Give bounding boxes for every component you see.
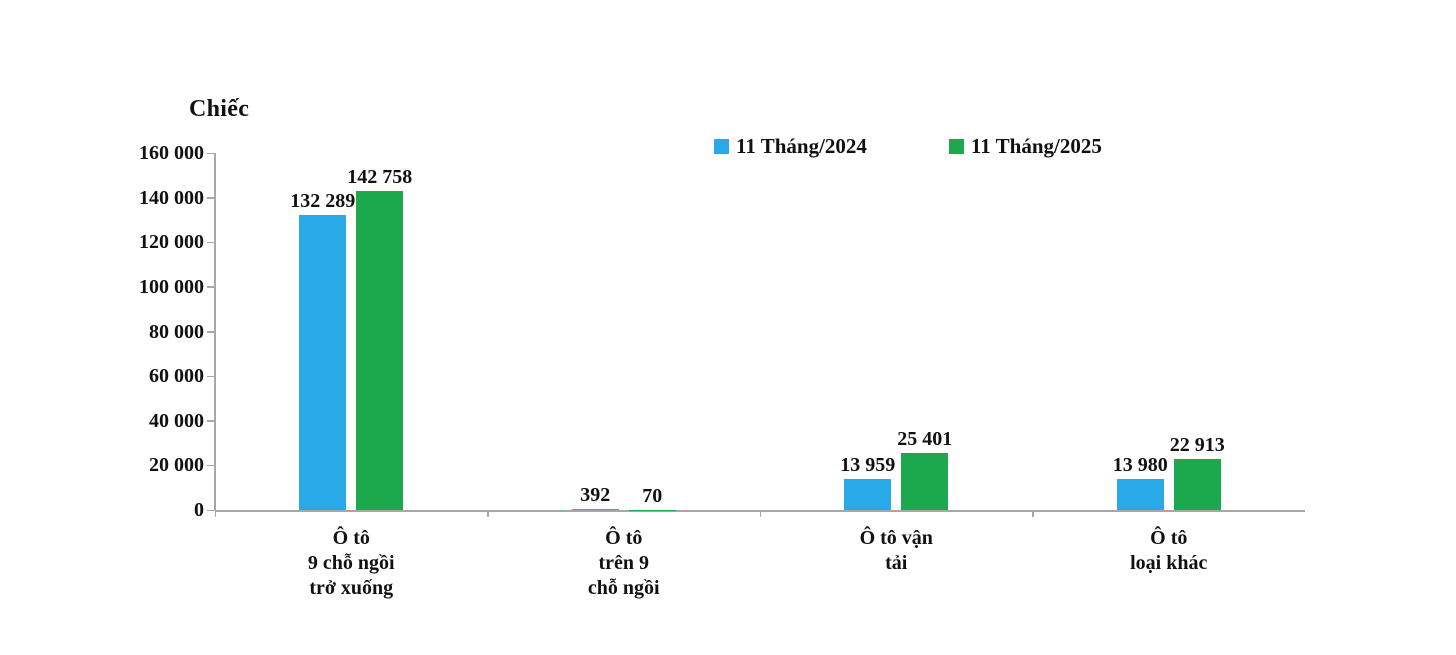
- y-axis-tick: [207, 241, 215, 244]
- y-axis-tick: [207, 152, 215, 154]
- y-axis-tick: [207, 464, 215, 467]
- bar-value-label: 142 758: [347, 166, 413, 189]
- category-label: Ô tô vận tải: [859, 527, 933, 574]
- bar-value-label: 13 980: [1112, 453, 1168, 476]
- bar-value-label: 22 913: [1169, 433, 1225, 456]
- category-label: Ô tô 9 chỗ ngồi trở xuống: [307, 527, 395, 599]
- y-axis-tick-label: 60 000: [149, 365, 204, 388]
- bar-2025-group4: [1173, 458, 1221, 510]
- y-axis-tick-label: 120 000: [139, 231, 204, 254]
- y-axis-tick: [207, 375, 215, 378]
- category-label: Ô tô trên 9 chỗ ngồi: [587, 527, 660, 599]
- y-axis-tick: [207, 286, 215, 288]
- bar-2024-group2: [571, 509, 619, 510]
- y-axis-tick-label: 20 000: [149, 454, 204, 477]
- bar-2024-group1: [299, 214, 347, 510]
- y-axis-tick: [207, 197, 215, 199]
- y-axis-tick-label: 100 000: [139, 275, 204, 298]
- y-axis-tick-label: 80 000: [149, 320, 204, 343]
- y-axis-unit-label: Chiếc: [189, 96, 250, 122]
- x-axis-tick: [487, 510, 489, 517]
- legend: 11 Tháng/2024 11 Tháng/2025: [714, 136, 1102, 157]
- bar-value-label: 392: [580, 484, 611, 507]
- bar-value-label: 70: [642, 484, 663, 507]
- bar-value-label: 132 289: [290, 189, 356, 212]
- x-axis-tick: [1032, 510, 1034, 517]
- y-axis-tick: [207, 509, 215, 511]
- legend-label-2025: 11 Tháng/2025: [970, 134, 1102, 158]
- y-axis-tick-label: 0: [194, 499, 204, 521]
- bar-2024-group3: [844, 478, 892, 510]
- bar-value-label: 13 959: [840, 453, 896, 476]
- y-axis-tick: [207, 331, 215, 333]
- bar-value-label: 25 401: [897, 428, 953, 451]
- legend-swatch-2024: [714, 139, 729, 154]
- y-axis-tick-label: 160 000: [139, 142, 204, 164]
- bar-2025-group1: [356, 191, 404, 510]
- y-axis-tick-label: 140 000: [139, 186, 204, 209]
- y-axis-tick: [207, 420, 215, 422]
- bar-2025-group3: [901, 453, 949, 510]
- legend-item-2024: 11 Tháng/2024: [714, 136, 867, 157]
- y-axis-tick-label: 40 000: [149, 409, 204, 432]
- category-label: Ô tô loại khác: [1130, 527, 1208, 574]
- bar-2024-group4: [1116, 478, 1164, 510]
- legend-item-2025: 11 Tháng/2025: [948, 134, 1102, 158]
- legend-swatch-2025: [948, 139, 964, 154]
- legend-label-2024: 11 Tháng/2024: [736, 134, 867, 158]
- x-axis-tick: [214, 510, 216, 517]
- x-axis-tick: [759, 510, 761, 517]
